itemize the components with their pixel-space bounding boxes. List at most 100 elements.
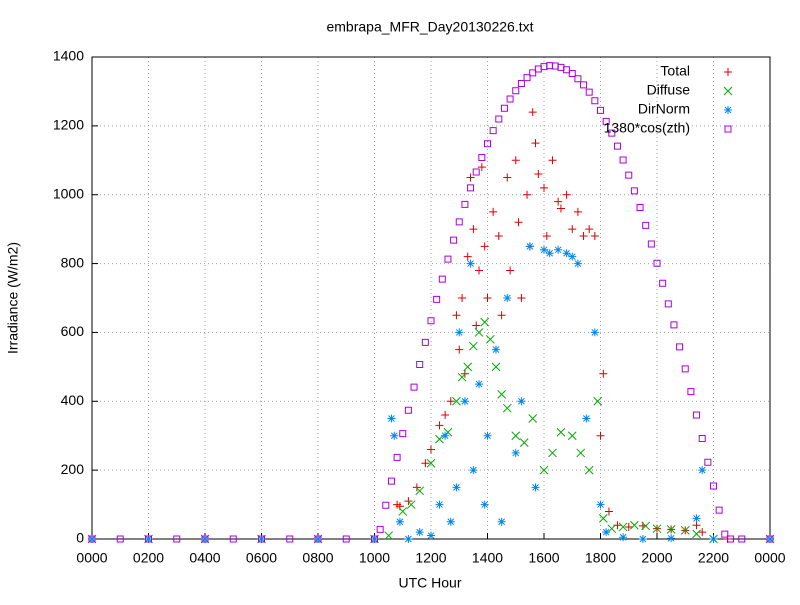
point xyxy=(562,249,571,258)
y-tick-label: 1000 xyxy=(53,185,84,201)
point xyxy=(531,139,540,148)
point xyxy=(497,311,506,320)
point xyxy=(384,531,393,540)
point xyxy=(427,317,435,325)
point xyxy=(563,66,571,74)
point xyxy=(534,170,543,179)
point xyxy=(596,500,605,509)
point xyxy=(704,458,712,466)
point xyxy=(452,311,461,320)
point xyxy=(519,438,529,447)
point xyxy=(491,345,500,354)
point xyxy=(441,431,450,440)
point xyxy=(693,411,701,419)
point xyxy=(455,328,464,337)
point xyxy=(681,365,689,373)
point xyxy=(540,63,548,71)
point xyxy=(698,466,707,475)
legend-label: 1380*cos(zth) xyxy=(604,120,690,136)
point xyxy=(88,535,96,543)
point xyxy=(523,190,532,199)
y-tick-label: 200 xyxy=(61,461,85,477)
point xyxy=(593,396,603,406)
point xyxy=(647,240,655,248)
point xyxy=(511,431,521,441)
point xyxy=(580,81,588,89)
point xyxy=(613,142,621,150)
point xyxy=(568,252,577,261)
x-tick-label: 1200 xyxy=(415,550,446,566)
point xyxy=(201,535,209,543)
point xyxy=(457,372,467,382)
x-tick-label: 1800 xyxy=(585,550,616,566)
point xyxy=(528,414,538,423)
point xyxy=(463,252,472,261)
point xyxy=(415,528,424,537)
point xyxy=(116,535,124,543)
point xyxy=(523,74,531,82)
chart-title: embrapa_MFR_Day20130226.txt xyxy=(326,19,533,35)
point xyxy=(590,328,599,337)
point xyxy=(370,535,379,543)
point xyxy=(766,535,774,543)
point xyxy=(387,477,395,485)
x-tick-label: 0600 xyxy=(246,550,277,566)
point xyxy=(573,259,582,268)
point xyxy=(698,528,707,537)
point xyxy=(670,321,678,329)
point xyxy=(438,275,446,283)
legend-marker xyxy=(724,125,732,133)
point xyxy=(483,431,492,440)
y-axis-label: Irradiance (W/m2) xyxy=(5,242,21,354)
point xyxy=(485,334,495,344)
point xyxy=(461,200,469,208)
point xyxy=(286,535,294,543)
point xyxy=(618,522,628,532)
point xyxy=(480,242,489,251)
point xyxy=(579,232,588,241)
y-tick-label: 1400 xyxy=(53,48,84,64)
point xyxy=(540,183,548,192)
point xyxy=(491,362,501,372)
point xyxy=(506,266,515,275)
point xyxy=(474,328,484,337)
point xyxy=(562,190,571,199)
point xyxy=(585,88,593,96)
point xyxy=(539,465,549,475)
point xyxy=(619,156,627,164)
point xyxy=(503,294,512,302)
point xyxy=(514,218,523,227)
legend-label: Total xyxy=(660,63,690,79)
point xyxy=(467,184,475,192)
point xyxy=(652,524,662,534)
point xyxy=(480,317,490,327)
point xyxy=(710,482,717,490)
point xyxy=(455,218,463,226)
point xyxy=(469,341,478,351)
point xyxy=(144,535,153,543)
point xyxy=(666,525,676,534)
point xyxy=(478,154,486,162)
point xyxy=(602,117,610,125)
point xyxy=(517,80,525,88)
point xyxy=(446,517,455,526)
point xyxy=(421,459,430,468)
point xyxy=(88,535,96,543)
point xyxy=(590,232,599,241)
point xyxy=(466,259,475,268)
point xyxy=(497,390,506,399)
point xyxy=(584,465,594,475)
point xyxy=(506,95,514,103)
y-tick-label: 600 xyxy=(61,323,85,339)
point xyxy=(625,171,633,179)
point xyxy=(534,65,542,73)
point xyxy=(404,535,413,543)
point xyxy=(469,466,478,475)
point xyxy=(382,501,390,509)
point xyxy=(314,535,322,543)
point xyxy=(452,483,461,492)
point xyxy=(458,294,467,302)
point xyxy=(641,521,651,531)
point xyxy=(404,406,412,414)
point xyxy=(687,388,695,396)
